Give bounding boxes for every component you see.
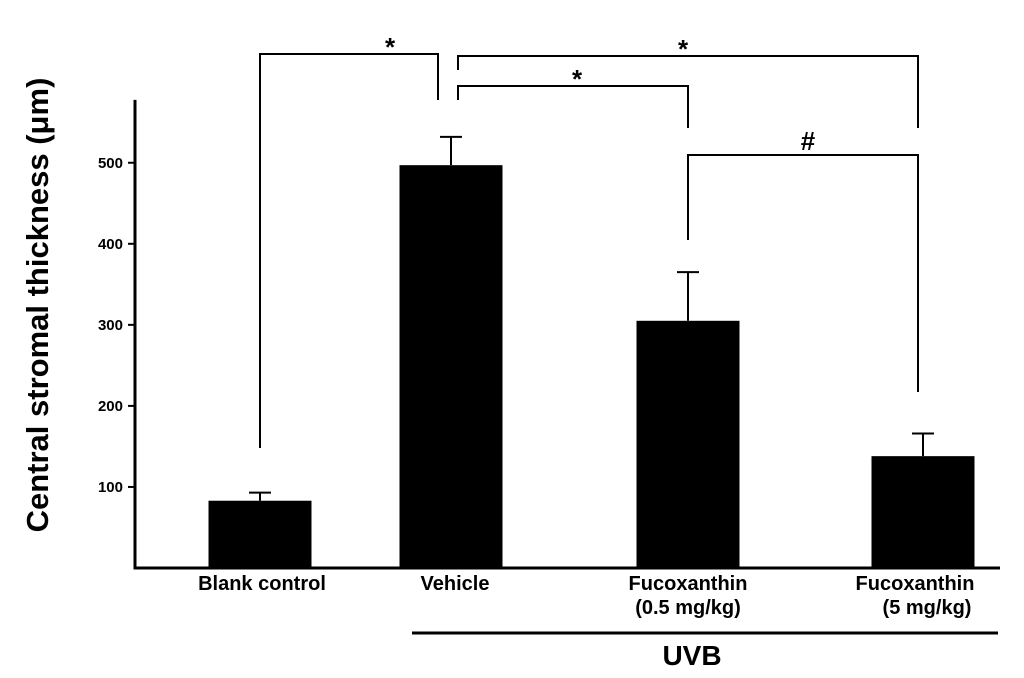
category-label-2-1: (0.5 mg/kg) (635, 597, 741, 619)
group-annotation: UVB (412, 631, 998, 671)
axes (133, 99, 1000, 570)
bars (208, 165, 975, 568)
error-bar-2 (677, 271, 699, 321)
significance-label-0: * (385, 32, 396, 62)
category-label-1-0: Vehicle (421, 573, 490, 595)
significance-label-1: * (572, 64, 583, 94)
category-label-2-0: Fucoxanthin (629, 573, 748, 595)
significance-label-3: # (801, 126, 816, 156)
y-tick-label-400: 400 (98, 236, 123, 253)
bar-0 (208, 500, 312, 568)
category-labels: Blank control Vehicle Fucoxanthin(0.5 mg/k… (198, 573, 974, 619)
y-tick-label-500: 500 (98, 155, 123, 172)
category-label-3-0: Fucoxanthin (856, 573, 975, 595)
error-bar-1 (440, 135, 462, 166)
y-tick-label-300: 300 (98, 317, 123, 334)
error-bars (249, 135, 934, 501)
category-label-3-1: (5 mg/kg) (883, 597, 972, 619)
significance-label-2: * (678, 34, 689, 64)
error-bar-0 (249, 491, 271, 501)
significance-bracket-1 (457, 85, 689, 128)
y-tick-label-200: 200 (98, 398, 123, 415)
bar-2 (636, 320, 740, 568)
significance-bracket-0 (259, 53, 439, 448)
significance-brackets: * * * # (259, 32, 919, 448)
y-ticks: 100 200 300 400 500 (98, 155, 135, 496)
axis-lines (133, 99, 1000, 570)
significance-bracket-3 (687, 154, 919, 392)
group-label: UVB (662, 640, 721, 671)
bar-1 (399, 165, 503, 568)
y-axis-label: Central stromal thickness (μm) (20, 78, 55, 533)
bar-3 (871, 456, 975, 568)
significance-bracket-2 (457, 55, 919, 128)
category-label-0-0: Blank control (198, 573, 326, 595)
error-bar-3 (912, 432, 934, 457)
y-tick-label-100: 100 (98, 479, 123, 496)
